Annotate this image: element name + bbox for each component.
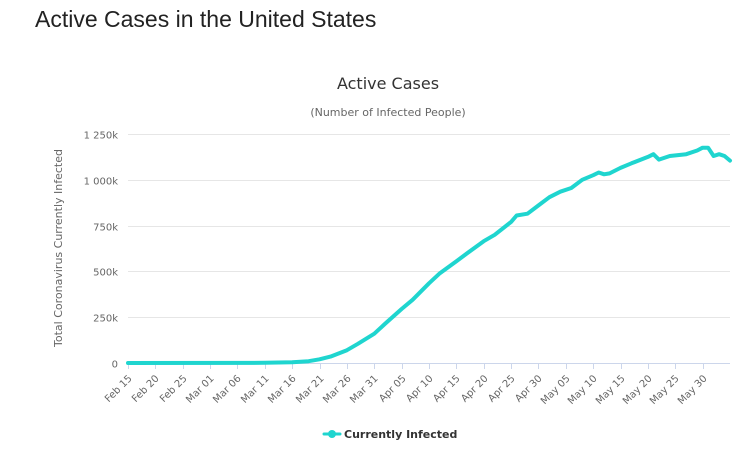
x-tick-label: Mar 21 xyxy=(294,373,326,405)
x-tick-label: Apr 20 xyxy=(459,373,490,404)
y-axis-ticks: 0 250k 500k 750k 1 000k 1 250k xyxy=(84,131,119,371)
x-tick-label: Mar 26 xyxy=(321,373,353,405)
chart-title: Active Cases xyxy=(337,74,439,93)
grid-lines xyxy=(128,134,730,364)
page-title: Active Cases in the United States xyxy=(35,6,377,32)
x-tick-label: Mar 11 xyxy=(239,373,271,405)
x-tick-label: Mar 06 xyxy=(211,373,243,405)
y-axis-label: Total Coronavirus Currently Infected xyxy=(52,149,65,348)
x-tick-label: Apr 05 xyxy=(377,373,408,404)
series-layer xyxy=(126,145,732,365)
x-tick-label: Mar 31 xyxy=(348,373,380,405)
x-tick-label: May 25 xyxy=(648,373,682,407)
legend-label[interactable]: Currently Infected xyxy=(344,428,457,441)
x-tick-label: May 30 xyxy=(676,373,710,407)
legend-point-marker xyxy=(328,430,336,438)
y-tick-label: 0 xyxy=(112,360,118,371)
y-tick-label: 500k xyxy=(93,268,118,279)
x-tick-label: Feb 25 xyxy=(158,373,190,405)
x-tick-label: May 10 xyxy=(566,373,600,407)
x-tick-label: Feb 20 xyxy=(130,373,162,405)
series-line-currently-infected[interactable] xyxy=(126,145,732,365)
y-tick-label: 750k xyxy=(93,223,118,234)
x-tick-label: Feb 15 xyxy=(103,373,135,405)
x-tick-label: Mar 01 xyxy=(184,373,216,405)
x-tick-label: Apr 25 xyxy=(486,373,517,404)
y-tick-label: 1 250k xyxy=(84,131,119,142)
legend[interactable]: Currently Infected xyxy=(322,428,457,441)
x-tick-label: Mar 16 xyxy=(266,373,298,405)
x-tick-label: Apr 10 xyxy=(404,373,435,404)
x-tick-label: Apr 15 xyxy=(431,373,462,404)
y-tick-label: 1 000k xyxy=(84,177,119,188)
chart-subtitle: (Number of Infected People) xyxy=(310,106,465,119)
y-tick-label: 250k xyxy=(93,314,118,325)
